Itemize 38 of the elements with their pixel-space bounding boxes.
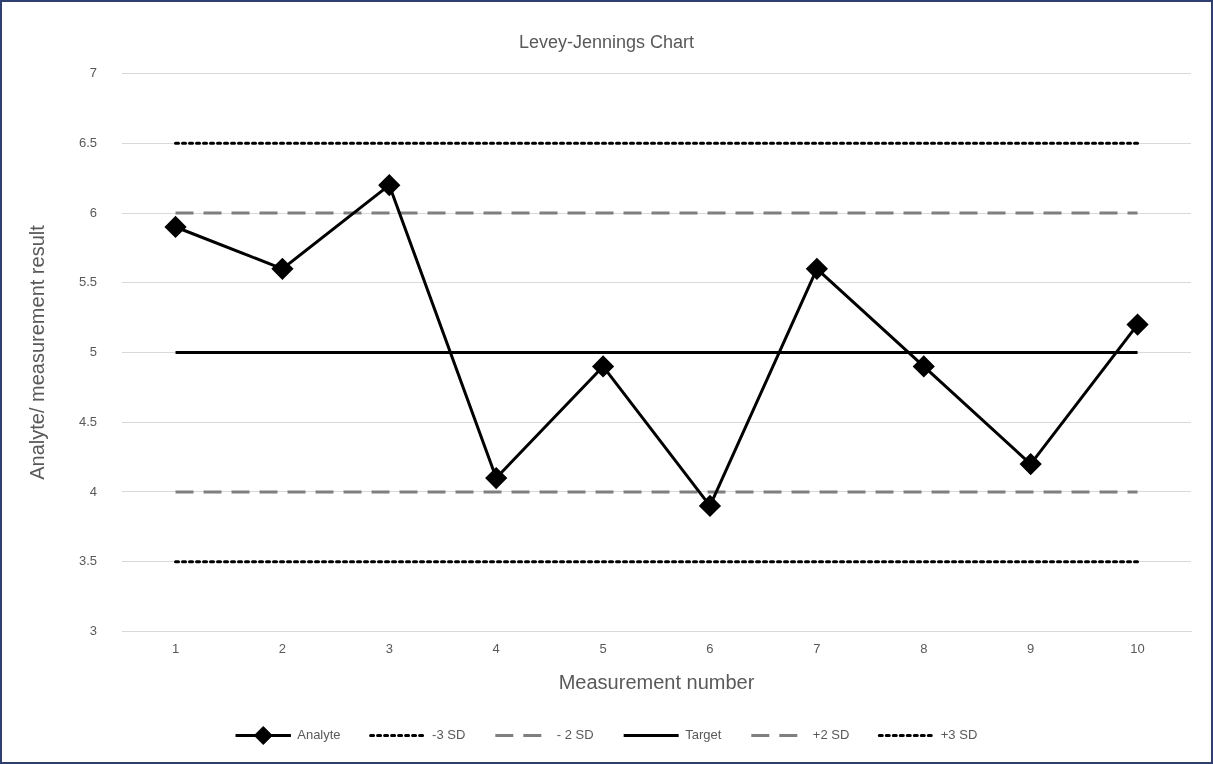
legend-label: - 2 SD xyxy=(556,727,594,743)
x-tick-label: 4 xyxy=(492,640,500,656)
x-tick-label: 7 xyxy=(813,640,821,656)
point xyxy=(699,495,721,517)
point xyxy=(1127,314,1149,336)
y-tick-label: 6.5 xyxy=(78,134,98,150)
x-axis-title: Measurement number xyxy=(558,670,755,693)
legend-label: Target xyxy=(685,727,722,743)
legend-label: +3 SD xyxy=(940,727,978,743)
y-tick-label: 3 xyxy=(89,622,98,638)
point xyxy=(1020,453,1042,475)
point xyxy=(271,258,293,280)
y-tick-label: 5 xyxy=(89,344,98,360)
x-tick-label: 1 xyxy=(171,640,180,656)
x-tick-label: 3 xyxy=(385,640,393,656)
point xyxy=(378,174,400,196)
point xyxy=(485,467,507,489)
x-tick-label: 10 xyxy=(1130,640,1145,656)
point xyxy=(592,355,614,377)
legend-label: +2 SD xyxy=(812,727,850,743)
y-tick-label: 4.5 xyxy=(78,413,98,429)
y-tick-label: 4 xyxy=(89,483,98,499)
x-tick-label: 9 xyxy=(1027,640,1035,656)
legend-label: -3 SD xyxy=(432,727,466,743)
legend-label: Analyte xyxy=(297,727,341,743)
y-tick-label: 3.5 xyxy=(78,553,98,569)
point xyxy=(165,216,187,238)
x-tick-label: 6 xyxy=(706,640,714,656)
x-tick-label: 8 xyxy=(920,640,928,656)
x-tick-label: 2 xyxy=(278,640,287,656)
y-tick-label: 5.5 xyxy=(78,274,98,290)
point xyxy=(806,258,828,280)
point xyxy=(913,355,935,377)
x-tick-label: 5 xyxy=(599,640,607,656)
y-axis-title: Analyte/ measurement result xyxy=(25,224,48,480)
y-tick-label: 7 xyxy=(89,65,98,81)
y-tick-label: 6 xyxy=(89,204,98,220)
chart-title: Levey-Jennings Chart xyxy=(518,31,695,52)
